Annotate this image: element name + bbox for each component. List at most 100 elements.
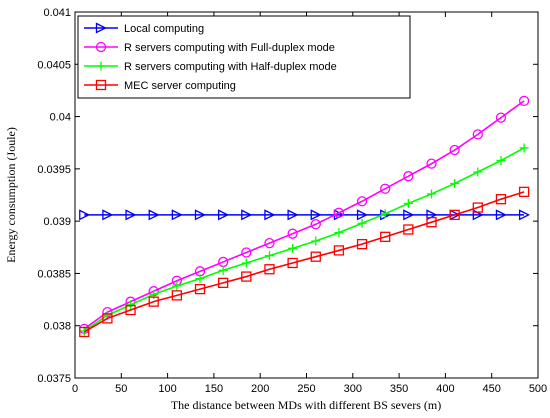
data-point-triangle: [264, 209, 276, 221]
data-point-plus: [473, 167, 483, 177]
data-point-triangle: [125, 209, 137, 221]
x-tick-label: 100: [158, 383, 176, 395]
data-point-square: [356, 238, 368, 250]
legend-item: R servers computing with Full-duplex mod…: [84, 41, 335, 54]
data-point-circle: [518, 95, 530, 107]
data-point-square: [426, 217, 437, 228]
data-point-triangle: [194, 209, 206, 221]
legend-item: R servers computing with Half-duplex mod…: [84, 61, 337, 73]
data-point-circle: [356, 196, 368, 207]
y-tick-label: 0.038: [43, 321, 71, 333]
data-point-plus: [450, 178, 460, 188]
axis-ticks: 0 50 100 150 200 250 300 350 400 450 500 0.0375 0.03…: [37, 7, 547, 395]
data-point-plus: [357, 218, 367, 228]
x-tick-label: 400: [436, 383, 454, 395]
legend-item: MEC server computing: [84, 79, 236, 92]
series-1: [79, 95, 530, 335]
x-tick-label: 450: [483, 383, 501, 395]
data-point-triangle: [287, 209, 299, 221]
data-point-plus: [380, 209, 390, 219]
data-point-triangle: [518, 209, 531, 221]
x-tick-label: 50: [115, 383, 127, 395]
data-point-triangle: [102, 209, 114, 221]
data-point-square: [79, 326, 90, 338]
series-3: [79, 186, 530, 338]
data-point-plus: [264, 251, 274, 261]
y-tick-label: 0.0405: [37, 59, 71, 71]
series-line: [83, 147, 525, 332]
data-point-plus: [241, 258, 251, 268]
y-tick-label: 0.0375: [37, 373, 71, 385]
data-point-square: [518, 186, 530, 198]
data-point-circle: [310, 219, 321, 230]
data-point-square: [194, 283, 206, 295]
data-point-plus: [519, 143, 529, 153]
data-point-circle: [264, 237, 275, 249]
data-point-square: [102, 313, 113, 324]
data-point-plus: [427, 189, 437, 199]
data-point-plus: [403, 198, 413, 208]
legend-label: Local computing: [124, 23, 204, 35]
data-point-triangle: [171, 209, 183, 221]
data-point-plus: [195, 274, 205, 284]
data-point-square: [472, 202, 483, 213]
data-point-plus: [126, 300, 136, 310]
legend: Local computing R servers computing with …: [77, 15, 411, 99]
data-point-circle: [241, 247, 252, 258]
data-point-circle: [333, 207, 345, 218]
data-point-triangle: [241, 209, 253, 221]
data-point-square: [403, 224, 414, 235]
legend-label: R servers computing with Full-duplex mod…: [124, 42, 335, 54]
data-point-plus: [96, 61, 106, 71]
data-point-square: [241, 271, 252, 282]
x-tick-label: 0: [72, 383, 78, 395]
x-tick-label: 250: [297, 383, 315, 395]
data-point-circle: [472, 129, 483, 140]
x-tick-label: 150: [205, 383, 223, 395]
data-point-square: [148, 296, 159, 307]
data-point-plus: [311, 236, 321, 246]
data-point-circle: [495, 112, 507, 123]
y-tick-label: 0.041: [43, 7, 71, 19]
y-axis-label: Energy consumption (Joule): [4, 127, 18, 263]
data-point-plus: [334, 228, 344, 238]
y-tick-label: 0.04: [50, 112, 71, 124]
legend-label: MEC server computing: [124, 80, 236, 92]
y-tick-label: 0.039: [43, 216, 71, 228]
data-point-square: [380, 231, 391, 242]
y-tick-label: 0.0395: [37, 164, 71, 176]
data-point-triangle: [218, 209, 230, 221]
data-point-square: [449, 209, 460, 221]
x-tick-label: 500: [529, 383, 547, 395]
data-point-plus: [288, 243, 298, 253]
data-point-circle: [95, 41, 107, 53]
x-tick-label: 350: [390, 383, 408, 395]
data-point-circle: [449, 144, 460, 156]
data-point-circle: [403, 171, 414, 182]
data-point-square: [171, 290, 183, 301]
data-point-square: [287, 257, 298, 269]
data-point-square: [264, 264, 275, 275]
x-tick-label: 200: [251, 383, 269, 395]
data-point-triangle: [95, 22, 107, 34]
data-point-triangle: [403, 209, 415, 221]
data-point-square: [218, 277, 229, 288]
data-point-square: [95, 79, 107, 91]
data-point-circle: [380, 183, 391, 194]
data-point-plus: [496, 155, 506, 165]
data-point-circle: [287, 228, 298, 239]
legend-box: [77, 15, 411, 99]
data-point-square: [333, 245, 345, 256]
data-point-plus: [218, 265, 228, 275]
data-point-triangle: [79, 209, 91, 221]
data-point-triangle: [148, 209, 160, 221]
y-tick-label: 0.0385: [37, 268, 71, 280]
legend-item: Local computing: [84, 22, 204, 35]
data-point-square: [125, 304, 136, 316]
legend-label: R servers computing with Half-duplex mod…: [124, 61, 337, 73]
data-point-triangle: [310, 209, 322, 221]
x-tick-label: 300: [344, 383, 362, 395]
series-2: [79, 143, 529, 336]
series-layer: [79, 95, 531, 338]
